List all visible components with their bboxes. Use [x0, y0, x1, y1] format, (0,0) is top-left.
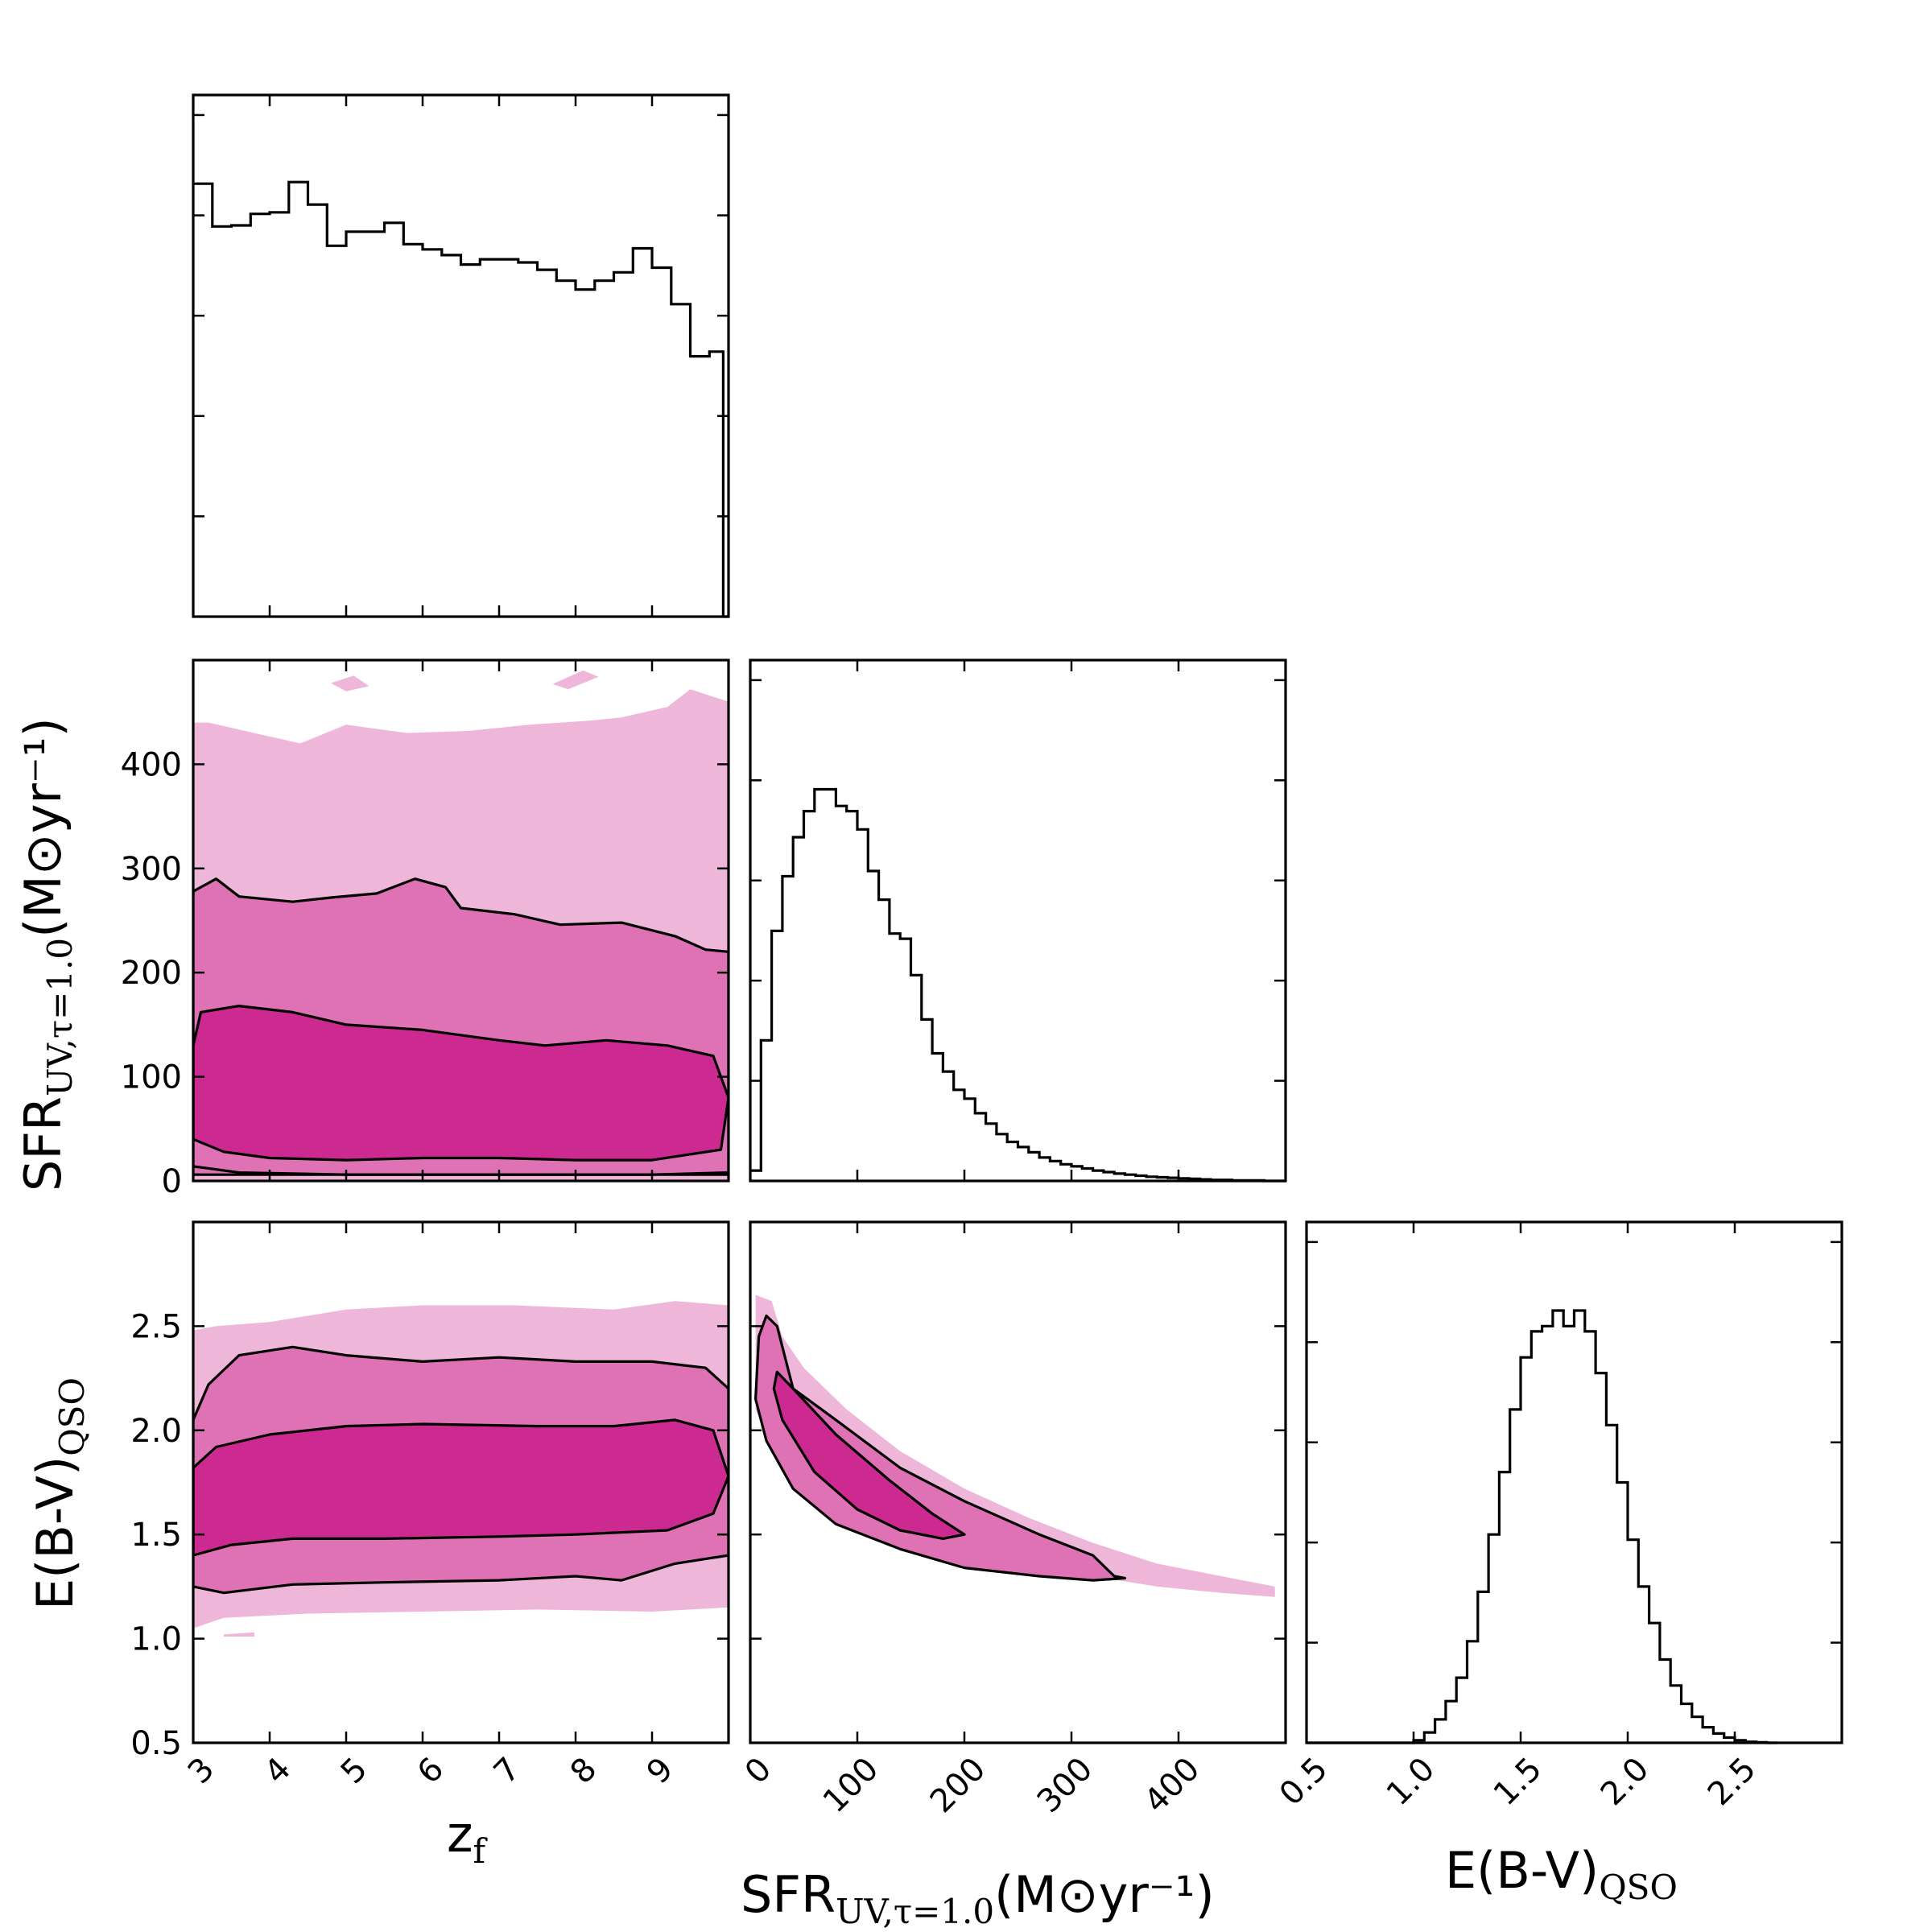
- contour-line-level-3: [193, 1004, 729, 1162]
- y-tick-label-ebv: 1.5: [130, 1517, 182, 1554]
- contour-fills: [193, 670, 1275, 1637]
- svg-text:SFRUV,τ=1.0(M⊙yr⁻¹): SFRUV,τ=1.0(M⊙yr⁻¹): [14, 717, 80, 1191]
- y-tick-label-sfr: 0: [162, 1163, 182, 1200]
- contour-line-level-3: [193, 1418, 729, 1557]
- x-tick-label-zf: 7: [487, 1751, 528, 1792]
- y-tick-label-ebv: 0.5: [130, 1725, 182, 1762]
- x-label-zf: zf: [447, 1805, 489, 1871]
- panel-frame: [1305, 1220, 1843, 1744]
- x-label-sfr-sub: UV,τ=1.0: [836, 1892, 994, 1931]
- contour-line-level-3: [772, 1370, 966, 1541]
- y-label-sfr-main: SFR: [14, 1096, 72, 1191]
- x-label-sfr: SFRUV,τ=1.0(M⊙yr⁻¹): [741, 1865, 1215, 1931]
- contour-fill-level-1: [224, 1632, 254, 1637]
- x-tick-label-zf: 8: [564, 1751, 605, 1792]
- contour-line-level-2: [193, 1345, 729, 1595]
- y-label-sfr-tail: (M⊙yr⁻¹): [14, 717, 72, 938]
- x-tick-label-sfr: 400: [1137, 1751, 1208, 1821]
- x-tick-label-ebv: 1.5: [1487, 1751, 1550, 1814]
- y-label-sfr-sub: UV,τ=1.0: [40, 938, 80, 1096]
- x-tick-label-sfr: 300: [1030, 1751, 1100, 1821]
- histogram-zf: [193, 180, 729, 618]
- panel-frame: [192, 93, 730, 618]
- x-tick-label-zf: 6: [411, 1751, 452, 1792]
- svg-text:E(B-V)QSO: E(B-V)QSO: [26, 1377, 92, 1610]
- x-tick-label-sfr: 100: [816, 1751, 886, 1821]
- histogram-sfr: [750, 787, 1286, 1183]
- panel-frame: [749, 658, 1287, 1183]
- panel-frames: [192, 93, 1843, 1744]
- y-tick-label-sfr: 300: [121, 851, 182, 888]
- x-tick-label-zf: 3: [181, 1751, 222, 1792]
- contour-fill-level-3: [193, 1419, 729, 1556]
- x-label-zf-sub: f: [473, 1831, 489, 1871]
- y-tick-label-ebv: 2.5: [130, 1308, 182, 1345]
- y-tick-label-ebv: 1.0: [130, 1621, 182, 1658]
- y-label-ebv: E(B-V)QSO: [26, 1377, 92, 1610]
- panel-frame: [192, 1220, 730, 1744]
- y-tick-label-ebv: 2.0: [130, 1413, 182, 1450]
- x-label-ebv-sub: QSO: [1599, 1868, 1678, 1907]
- x-tick-label-ebv: 1.0: [1380, 1751, 1443, 1814]
- y-tick-label-sfr: 400: [121, 746, 182, 783]
- x-tick-label-ebv: 0.5: [1273, 1751, 1335, 1814]
- plot-lines: [193, 180, 1778, 1744]
- x-tick-label-sfr: 200: [923, 1751, 993, 1821]
- x-tick-label-sfr: 0: [738, 1751, 779, 1792]
- x-label-sfr-main: SFR: [741, 1865, 836, 1924]
- contour-fill-level-3: [193, 1005, 729, 1161]
- y-label-ebv-main: E(B-V): [26, 1456, 85, 1610]
- x-label-ebv: E(B-V)QSO: [1445, 1841, 1678, 1907]
- x-tick-label-zf: 5: [334, 1751, 375, 1792]
- x-tick-label-zf: 9: [640, 1751, 681, 1792]
- y-label-ebv-sub: QSO: [52, 1377, 92, 1456]
- x-tick-label-zf: 4: [258, 1751, 299, 1792]
- x-label-sfr-tail: (M⊙yr⁻¹): [994, 1865, 1215, 1924]
- contour-fill-level-1: [552, 670, 599, 690]
- y-tick-label-sfr: 100: [121, 1059, 182, 1096]
- contour-line-level-2: [193, 877, 729, 1176]
- histogram-ebv: [1307, 1309, 1778, 1744]
- x-label-zf-main: z: [447, 1805, 473, 1864]
- x-label-ebv-main: E(B-V): [1445, 1841, 1599, 1900]
- x-tick-label-ebv: 2.0: [1594, 1751, 1657, 1814]
- y-label-sfr: SFRUV,τ=1.0(M⊙yr⁻¹): [14, 717, 80, 1191]
- contour-fill-level-1: [629, 733, 675, 754]
- x-tick-label-ebv: 2.5: [1701, 1751, 1764, 1814]
- contour-fill-level-1: [331, 675, 369, 691]
- tick-marks: [192, 95, 1842, 1744]
- contour-line-level-2: [753, 1314, 1127, 1582]
- contour-fill-level-2: [755, 1315, 1125, 1581]
- y-tick-label-sfr: 200: [121, 955, 182, 992]
- panel-frame: [192, 658, 730, 1183]
- panel-frame: [749, 1220, 1287, 1744]
